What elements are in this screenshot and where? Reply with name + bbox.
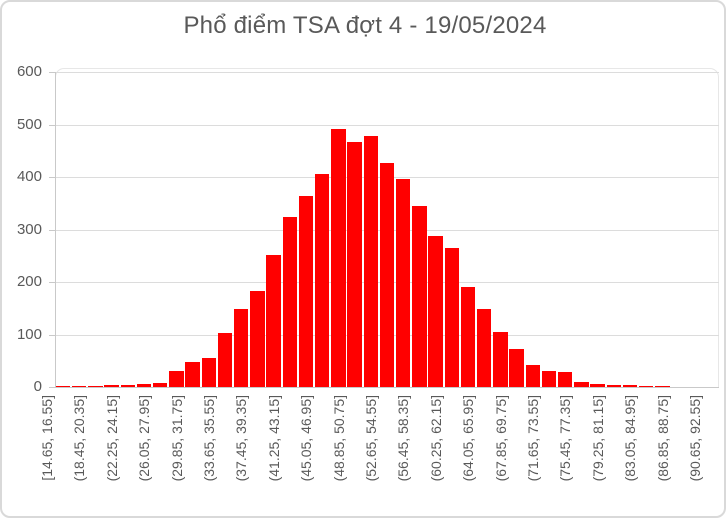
histogram-bar bbox=[476, 308, 492, 387]
histogram-bar bbox=[120, 385, 136, 387]
x-axis-tick-label: (67.85, 69.75] bbox=[492, 395, 509, 482]
x-axis-tick-label: (52.65, 54.55] bbox=[363, 395, 379, 482]
histogram-bar bbox=[460, 287, 476, 387]
histogram-bar bbox=[169, 371, 184, 387]
histogram-bar bbox=[396, 179, 411, 387]
histogram-bar bbox=[331, 129, 346, 387]
histogram-bar bbox=[136, 384, 152, 387]
y-axis-tick-label: 400 bbox=[16, 168, 42, 185]
y-axis-tick bbox=[49, 282, 55, 283]
x-axis-tick-label: (71.65, 73.55] bbox=[524, 395, 541, 482]
histogram-bar bbox=[622, 385, 638, 387]
histogram-bar bbox=[493, 332, 508, 387]
histogram-bar bbox=[428, 235, 443, 387]
y-axis-tick bbox=[49, 72, 55, 73]
histogram-bar bbox=[606, 385, 621, 387]
histogram-bar bbox=[153, 383, 168, 387]
histogram-bar bbox=[525, 364, 540, 387]
y-axis-tick-label: 600 bbox=[16, 63, 42, 80]
histogram-bar bbox=[185, 362, 200, 387]
y-axis-tick bbox=[49, 334, 55, 336]
histogram-bar bbox=[347, 142, 362, 387]
histogram-bar bbox=[315, 174, 330, 387]
histogram-bar bbox=[638, 385, 654, 387]
x-axis-tick-label: (37.45, 39.35] bbox=[233, 395, 250, 482]
histogram-bar bbox=[655, 385, 670, 387]
x-axis-tick-label: (79.25, 81.15] bbox=[589, 395, 606, 482]
x-axis-tick-label: (56.45, 58.35] bbox=[395, 395, 412, 482]
histogram-bar bbox=[509, 349, 524, 387]
histogram-bar bbox=[201, 358, 217, 387]
gridline bbox=[55, 72, 719, 73]
histogram-bar bbox=[574, 382, 589, 387]
y-axis-tick-label: 200 bbox=[16, 273, 42, 290]
y-axis-tick-label: 500 bbox=[16, 115, 42, 133]
histogram-bar bbox=[541, 371, 557, 387]
x-axis-tick-label: (29.85, 31.75] bbox=[168, 395, 185, 482]
x-axis-tick-label: (90.65, 92.55] bbox=[686, 395, 703, 482]
histogram-bar bbox=[55, 386, 71, 387]
x-axis-tick-label: (75.45, 77.35] bbox=[557, 395, 574, 482]
y-axis-tick-label: 0 bbox=[33, 378, 42, 395]
x-axis-tick-label: (18.45, 20.35] bbox=[71, 395, 88, 482]
y-axis-tick bbox=[49, 124, 55, 126]
histogram-bar bbox=[590, 384, 605, 387]
x-axis-tick-label: (33.65, 35.55] bbox=[201, 395, 218, 482]
histogram-bar bbox=[412, 205, 427, 387]
histogram-bar bbox=[298, 196, 314, 387]
y-axis-line bbox=[55, 72, 56, 387]
histogram-bar bbox=[88, 385, 103, 387]
x-axis-line bbox=[55, 387, 719, 388]
histogram-bar bbox=[266, 254, 281, 387]
histogram-bar bbox=[104, 385, 119, 387]
histogram-bar bbox=[557, 372, 573, 387]
chart-title: Phổ điểm TSA đợt 4 - 19/05/2024 bbox=[183, 12, 547, 39]
y-axis-tick bbox=[49, 177, 55, 178]
histogram-bar bbox=[282, 216, 298, 387]
y-axis-tick bbox=[49, 387, 55, 388]
x-axis-tick-label: (60.25, 62.15] bbox=[427, 395, 444, 482]
histogram-bar bbox=[444, 248, 459, 387]
histogram-bar bbox=[379, 162, 395, 387]
y-axis-tick-label: 100 bbox=[16, 325, 42, 343]
histogram-bar bbox=[217, 332, 233, 387]
y-axis-tick bbox=[49, 229, 55, 231]
x-axis-tick-label: (22.25, 24.15] bbox=[103, 395, 120, 482]
x-axis-tick-label: (45.05, 46.95] bbox=[298, 395, 315, 482]
histogram-bar bbox=[250, 290, 265, 387]
x-axis-tick-label: (41.25, 43.15] bbox=[265, 395, 282, 482]
x-axis-tick-label: (83.05, 84.95] bbox=[622, 395, 639, 482]
x-axis-tick-label: [14.65, 16.55] bbox=[39, 395, 56, 481]
histogram-bar bbox=[72, 386, 87, 387]
x-axis-tick-label: (64.05, 65.95] bbox=[460, 395, 477, 482]
histogram-bar bbox=[363, 136, 378, 387]
gridline bbox=[55, 124, 719, 126]
x-axis-tick-label: (48.85, 50.75] bbox=[330, 395, 347, 482]
x-axis-tick-label: (86.85, 88.75] bbox=[654, 395, 671, 482]
histogram-bar bbox=[234, 308, 249, 387]
x-axis-tick-label: (26.05, 27.95] bbox=[136, 395, 153, 482]
y-axis-tick-label: 300 bbox=[16, 220, 42, 238]
